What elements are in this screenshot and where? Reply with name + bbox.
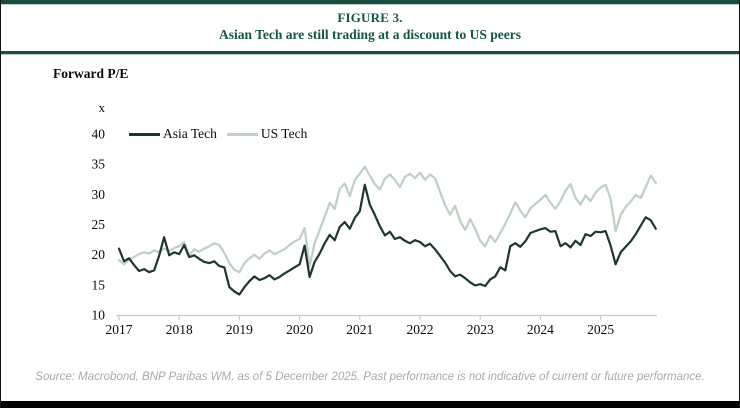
y-axis-unit-label: x bbox=[98, 100, 106, 115]
x-axis-tick-label: 2021 bbox=[346, 322, 373, 337]
source-note: Source: Macrobond, BNP Paribas WM, as of… bbox=[35, 371, 705, 383]
x-axis-tick-label: 2017 bbox=[106, 322, 133, 337]
x-axis-tick-label: 2023 bbox=[467, 322, 494, 337]
figure-title: Asian Tech are still trading at a discou… bbox=[218, 27, 522, 42]
us-tech-line bbox=[117, 165, 657, 274]
header-divider bbox=[1, 51, 739, 54]
bottom-bar bbox=[1, 401, 739, 408]
y-axis-title: Forward P/E bbox=[53, 66, 129, 81]
asia-tech-line-swatch bbox=[129, 132, 160, 136]
y-axis-tick-label: 10 bbox=[92, 308, 106, 323]
y-axis-tick-label: 40 bbox=[92, 127, 106, 142]
x-axis-tick-label: 2022 bbox=[407, 322, 434, 337]
x-axis-tick-label: 2020 bbox=[286, 322, 313, 337]
figure-header: FIGURE 3. Asian Tech are still trading a… bbox=[1, 10, 739, 43]
legend-item-asia-tech: Asia Tech bbox=[129, 126, 217, 142]
header-divider-hairline bbox=[1, 54, 739, 55]
top-accent-bar bbox=[1, 0, 739, 4]
x-axis-tick-label: 2019 bbox=[226, 322, 253, 337]
top-accent-hairline bbox=[1, 4, 739, 5]
y-axis-tick-label: 20 bbox=[92, 247, 106, 262]
legend-label: US Tech bbox=[260, 126, 308, 141]
x-axis-tick-label: 2024 bbox=[527, 322, 554, 337]
legend-item-us-tech: US Tech bbox=[226, 126, 308, 142]
chart-legend: Asia Tech US Tech bbox=[129, 126, 307, 142]
y-axis-tick-label: 25 bbox=[92, 217, 106, 232]
us-tech-line-swatch bbox=[226, 132, 258, 136]
asia-tech-line bbox=[117, 183, 657, 296]
x-axis-tick-label: 2025 bbox=[587, 322, 614, 337]
y-axis-tick-label: 35 bbox=[92, 157, 106, 172]
legend-label: Asia Tech bbox=[163, 126, 217, 141]
y-axis-tick-label: 15 bbox=[92, 277, 106, 292]
figure-number: FIGURE 3. bbox=[337, 10, 403, 25]
y-axis-tick-label: 30 bbox=[92, 187, 106, 202]
x-axis-tick-label: 2018 bbox=[166, 322, 193, 337]
